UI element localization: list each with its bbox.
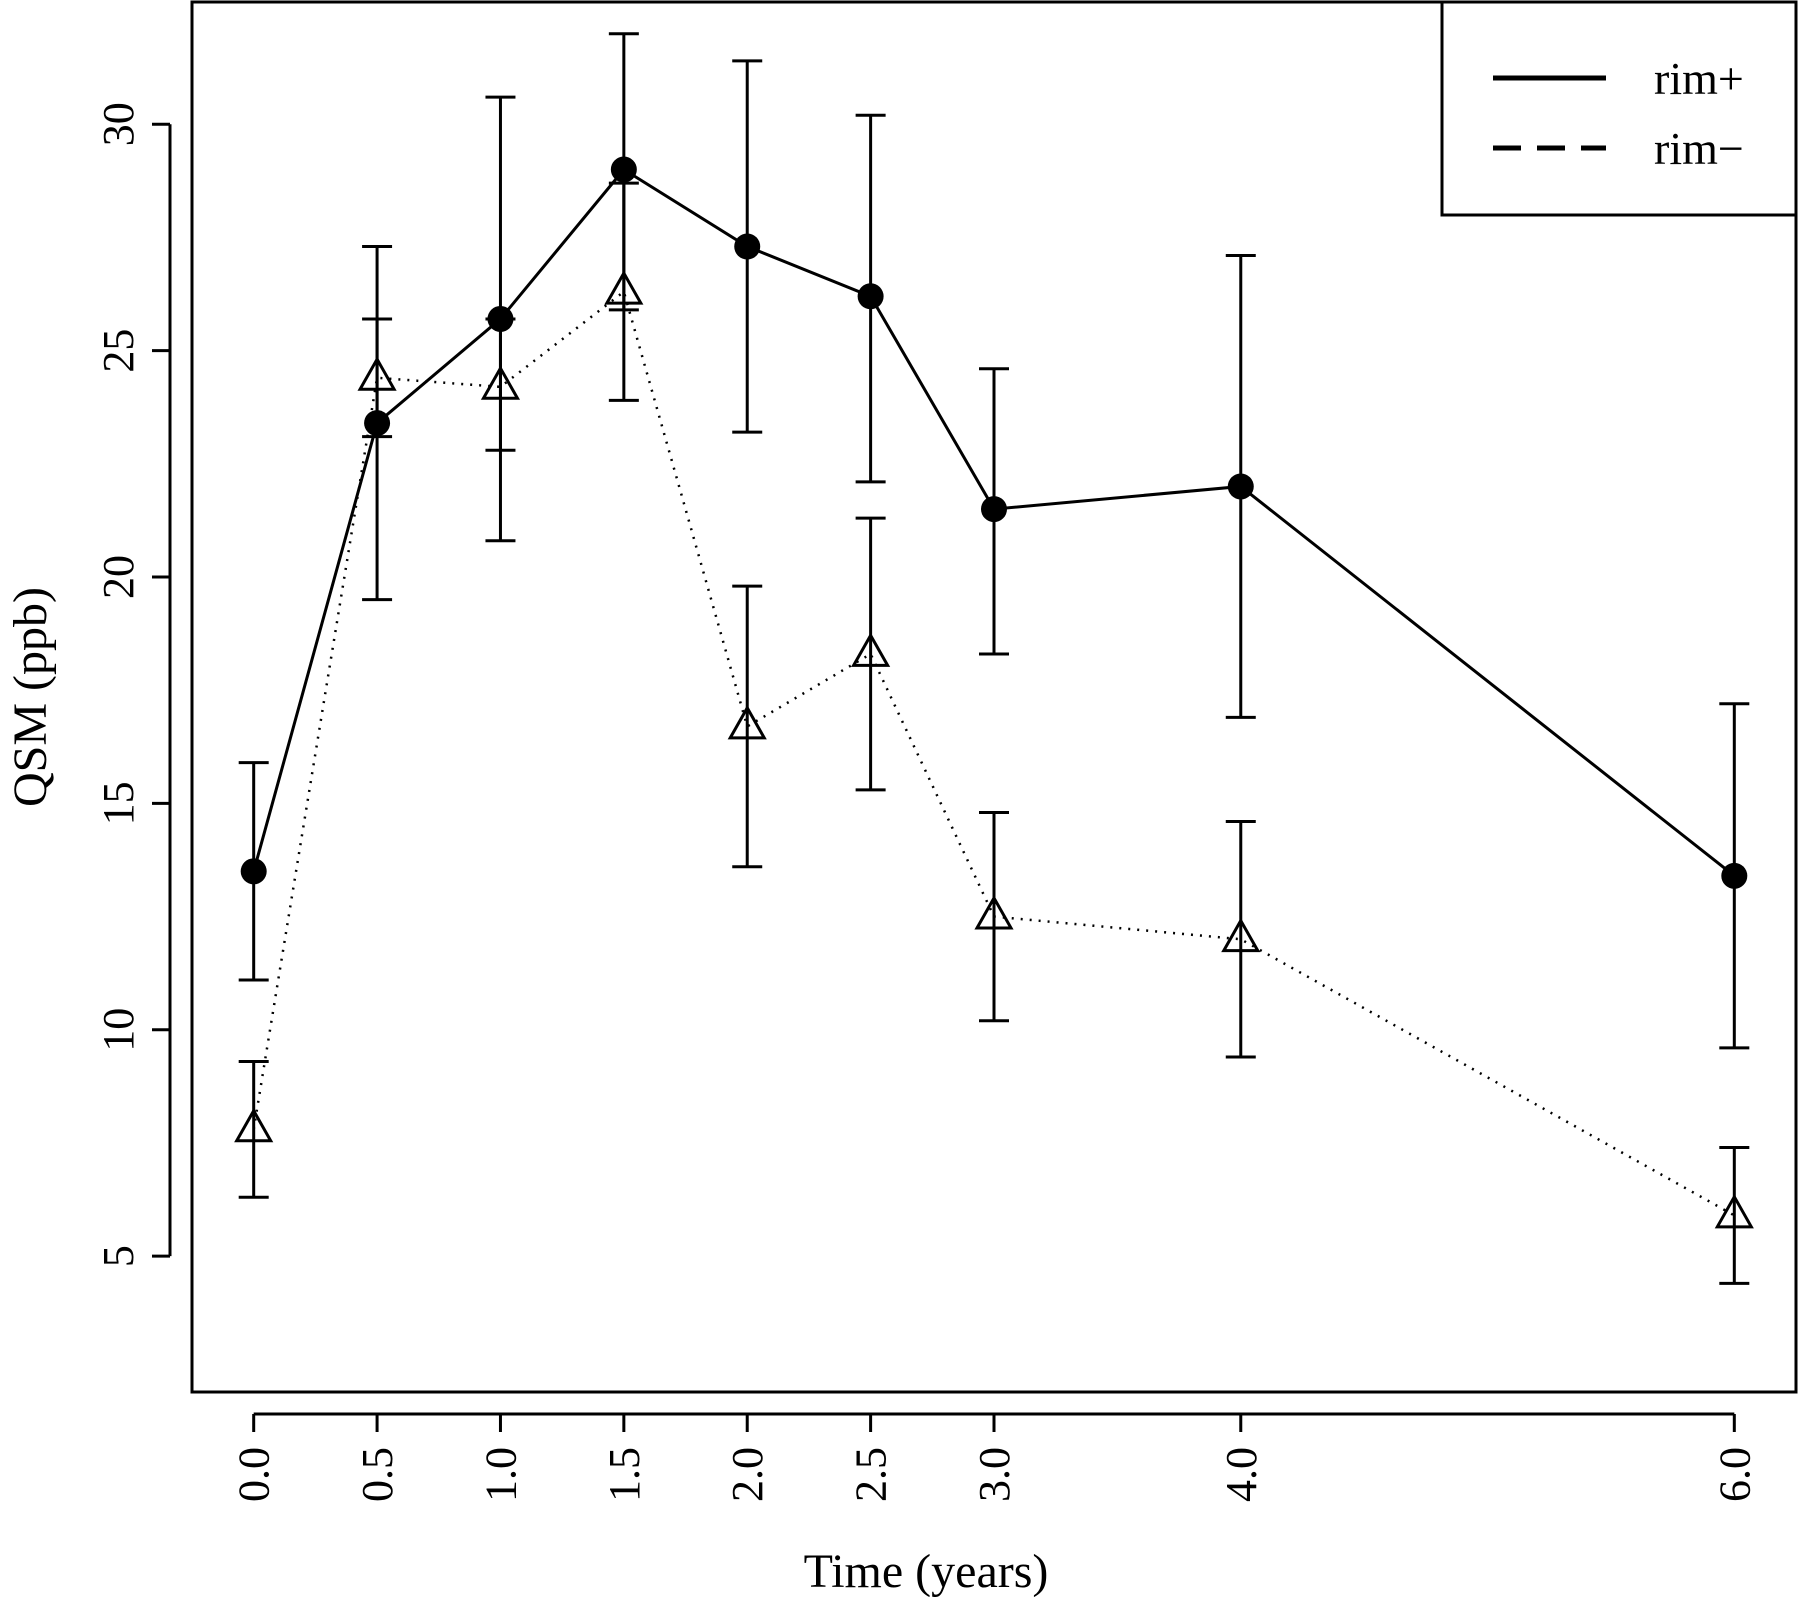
data-point <box>610 156 637 183</box>
y-tick-label: 5 <box>94 1245 143 1267</box>
y-tick-label: 30 <box>94 102 143 146</box>
x-tick-label: 1.5 <box>600 1447 649 1502</box>
x-tick-label: 0.5 <box>353 1447 402 1502</box>
data-point <box>1714 1193 1754 1229</box>
series-rim-minus <box>234 181 1754 1285</box>
legend-label-rim-plus: rim+ <box>1654 53 1744 104</box>
x-tick-label: 6.0 <box>1710 1447 1759 1502</box>
data-point <box>480 365 521 400</box>
plot-frame <box>190 0 1798 1394</box>
data-point <box>234 1107 274 1143</box>
x-axis-title: Time (years) <box>804 1545 1049 1598</box>
series-layer <box>234 32 1754 1285</box>
data-point <box>604 270 644 305</box>
legend-label-rim-minus: rim− <box>1654 123 1744 174</box>
y-axis: 5 10 15 20 25 30 <box>94 102 172 1267</box>
x-tick-label: 1.0 <box>476 1447 525 1502</box>
data-point <box>734 233 761 260</box>
legend-box <box>1440 0 1798 217</box>
data-point <box>357 356 397 391</box>
x-tick-label: 2.5 <box>847 1447 896 1502</box>
x-tick-label: 4.0 <box>1217 1447 1266 1502</box>
x-tick-label: 0.0 <box>230 1447 279 1502</box>
data-point <box>857 283 884 310</box>
legend: rim+ rim− <box>1440 0 1798 217</box>
x-tick-label: 2.0 <box>723 1447 772 1502</box>
data-point <box>981 496 1007 523</box>
x-tick-label: 3.0 <box>970 1447 1019 1502</box>
data-point <box>851 632 891 667</box>
y-tick-label: 20 <box>94 555 143 599</box>
data-point <box>974 894 1014 930</box>
y-tick-label: 15 <box>94 781 143 825</box>
data-point <box>1721 862 1748 889</box>
y-tick-label: 25 <box>94 329 143 373</box>
x-axis: 0.0 0.5 1.0 1.5 2.0 2.5 3.0 4.0 6.0 <box>230 1412 1759 1502</box>
y-axis-title: QSM (ppb) <box>4 587 57 807</box>
y-tick-label: 10 <box>94 1008 143 1052</box>
data-point <box>1227 473 1254 500</box>
series-line <box>252 289 1735 1217</box>
data-point <box>727 704 767 740</box>
data-point <box>240 858 267 885</box>
data-point <box>1221 917 1261 953</box>
